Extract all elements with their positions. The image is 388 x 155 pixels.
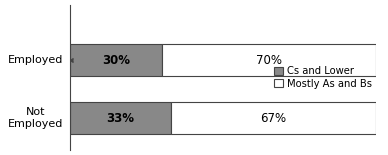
Text: 30%: 30% [102,53,130,66]
Text: 33%: 33% [106,112,134,125]
Bar [171,102,376,134]
Bar [162,44,376,76]
Legend: Cs and Lower, Mostly As and Bs: Cs and Lower, Mostly As and Bs [274,66,372,89]
Bar [70,102,171,134]
Text: 67%: 67% [261,112,287,125]
Bar [70,44,162,76]
Text: 70%: 70% [256,53,282,66]
